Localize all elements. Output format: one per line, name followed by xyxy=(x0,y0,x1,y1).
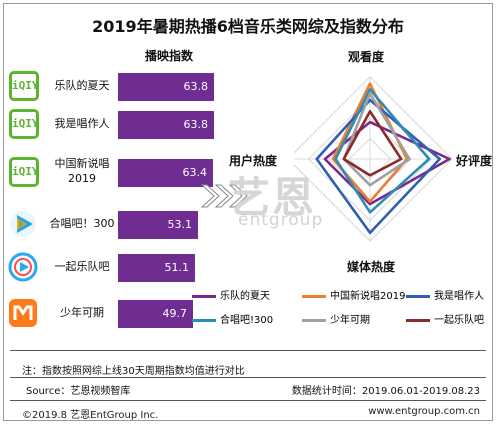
youku-logo xyxy=(8,252,38,282)
bar: 53.1 xyxy=(118,211,198,239)
radar-axis-label: 观看度 xyxy=(348,50,385,64)
source-text: Source：艺恩视频智库 xyxy=(26,386,131,397)
mango-tv-logo xyxy=(8,298,38,328)
bar-value-label: 49.7 xyxy=(162,307,188,320)
stat-period-text: 数据统计时间：2019.06.01-2019.08.23 xyxy=(291,386,480,397)
bar-value-label: 63.8 xyxy=(183,118,209,131)
legend-item: 合唱吧!300 xyxy=(192,311,273,326)
watermark-en: entgroup xyxy=(238,210,324,230)
legend-swatch xyxy=(406,318,430,322)
row-label: 少年可期 xyxy=(60,306,104,319)
watermark-cn: 艺恩 xyxy=(228,173,317,222)
legend-item: 少年可期 xyxy=(302,311,370,326)
bar-value-label: 63.8 xyxy=(183,80,209,93)
row-label: 一起乐队吧 xyxy=(54,260,110,273)
legend-label: 中国新说唱2019 xyxy=(330,291,406,302)
note-text: 注：指数按照网综上线30天周期指数均值进行对比 xyxy=(22,366,245,377)
legend-swatch xyxy=(192,294,216,298)
legend-label: 合唱吧!300 xyxy=(220,315,274,326)
tencent-video-logo xyxy=(8,209,38,239)
iqiyi-logo: iQIY xyxy=(9,71,39,101)
radar-axis-label: 用户热度 xyxy=(229,154,278,168)
row-label: 合唱吧！300 xyxy=(49,217,115,230)
radar-series-line xyxy=(334,87,431,214)
legend-swatch xyxy=(302,318,326,322)
radar-series-line xyxy=(323,120,451,206)
radar-axis-label: 媒体热度 xyxy=(347,260,396,274)
bar: 63.8 xyxy=(118,111,214,139)
bar: 63.8 xyxy=(118,73,214,101)
bar-value-label: 63.4 xyxy=(182,166,208,179)
bar: 49.7 xyxy=(118,300,193,328)
iqiyi-logo: iQIY xyxy=(9,109,39,139)
iqiyi-logo: iQIY xyxy=(9,157,39,187)
radar-series-line xyxy=(315,98,441,235)
radar-series-line xyxy=(342,92,411,187)
radar-series-line xyxy=(342,110,403,177)
legend-swatch xyxy=(406,294,430,298)
legend-label: 我是唱作人 xyxy=(434,291,484,302)
legend-label: 少年可期 xyxy=(330,315,370,326)
divider xyxy=(10,350,486,351)
bar-value-label: 53.1 xyxy=(167,218,193,231)
chart-frame: 2019年暑期热播6档音乐类网综及指数分布 播映指数 iQIY 乐队的夏天 63.8… xyxy=(3,3,493,421)
bar: 63.4 xyxy=(118,159,213,187)
legend-item: 乐队的夏天 xyxy=(192,287,270,302)
legend-item: 我是唱作人 xyxy=(406,287,484,302)
copyright-text: ©2019.8 艺恩EntGroup Inc. xyxy=(22,410,159,421)
chart-title: 2019年暑期热播6档音乐类网综及指数分布 xyxy=(92,17,404,36)
legend-item: 中国新说唱2019 xyxy=(302,287,405,302)
bar-chart-header: 播映指数 xyxy=(144,49,193,63)
bar: 51.1 xyxy=(118,254,195,282)
divider xyxy=(10,400,486,401)
legend-swatch xyxy=(302,294,326,298)
website-link[interactable]: www.entgroup.com.cn xyxy=(368,406,480,417)
row-label: 乐队的夏天 xyxy=(54,79,110,92)
divider xyxy=(10,377,486,378)
legend-item: 一起乐队吧 xyxy=(406,311,484,326)
radar-axis-label: 好评度 xyxy=(456,154,493,168)
legend-label: 一起乐队吧 xyxy=(434,315,484,326)
radar-chart xyxy=(294,76,453,242)
row-label: 中国新说唱 2019 xyxy=(54,157,110,185)
legend-label: 乐队的夏天 xyxy=(220,291,270,302)
chevron-arrows-icon xyxy=(200,183,252,213)
bar-value-label: 51.1 xyxy=(164,261,190,274)
row-label: 我是唱作人 xyxy=(54,117,110,130)
legend-swatch xyxy=(192,318,216,322)
